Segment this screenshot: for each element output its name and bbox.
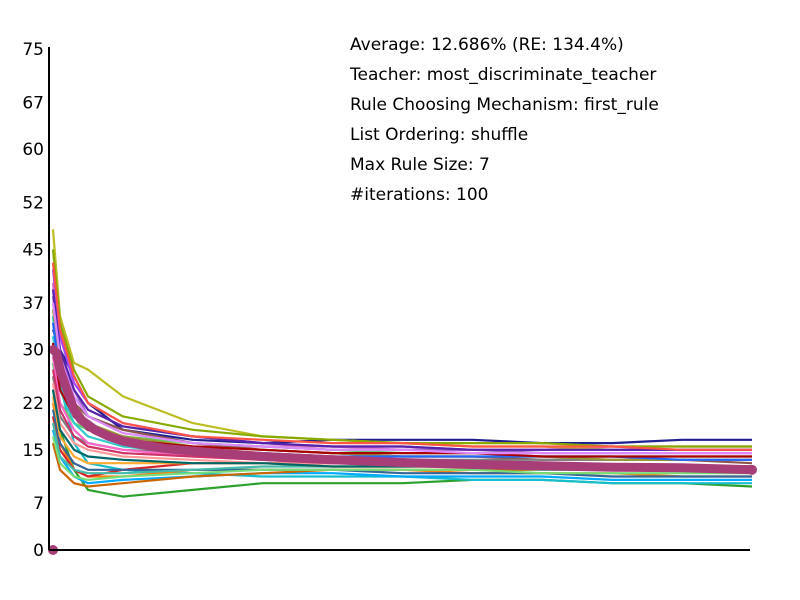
annotation-block: Average: 12.686% (RE: 134.4%) Teacher: mo… bbox=[349, 35, 659, 205]
y-tick-labels: 0 7 15 22 30 37 45 52 60 67 75 bbox=[22, 40, 44, 561]
series-line bbox=[51, 329, 752, 445]
y-tick-label: 37 bbox=[22, 294, 44, 314]
series-layer bbox=[51, 229, 753, 498]
y-tick-label: 7 bbox=[33, 494, 44, 514]
series-line bbox=[51, 289, 752, 451]
average-series-line bbox=[48, 345, 757, 475]
series-line bbox=[51, 249, 752, 448]
y-tick-label: 52 bbox=[22, 194, 44, 214]
axes bbox=[48, 47, 750, 551]
series-line bbox=[51, 436, 752, 481]
series-line bbox=[51, 302, 752, 455]
y-tick-label: 60 bbox=[22, 140, 44, 160]
series-line bbox=[51, 316, 752, 485]
y-tick-label: 67 bbox=[22, 93, 44, 113]
y-tick-label: 15 bbox=[22, 441, 44, 461]
annotation-line: List Ordering: shuffle bbox=[350, 125, 528, 145]
series-line bbox=[51, 262, 752, 451]
annotation-line: Max Rule Size: 7 bbox=[350, 155, 490, 175]
annotation-line: Rule Choosing Mechanism: first_rule bbox=[350, 95, 659, 115]
y-tick-label: 75 bbox=[22, 40, 44, 60]
average-marker bbox=[747, 464, 757, 475]
y-tick-label: 30 bbox=[22, 341, 44, 361]
y-tick-label: 22 bbox=[22, 394, 44, 414]
y-tick-label: 45 bbox=[22, 240, 44, 260]
annotation-line: Teacher: most_discriminate_teacher bbox=[349, 65, 656, 85]
y-tick-label: 0 bbox=[33, 541, 44, 561]
annotation-line: #iterations: 100 bbox=[350, 185, 489, 205]
annotation-line: Average: 12.686% (RE: 134.4%) bbox=[350, 35, 624, 55]
series-line bbox=[51, 282, 752, 451]
series-line bbox=[51, 229, 752, 451]
